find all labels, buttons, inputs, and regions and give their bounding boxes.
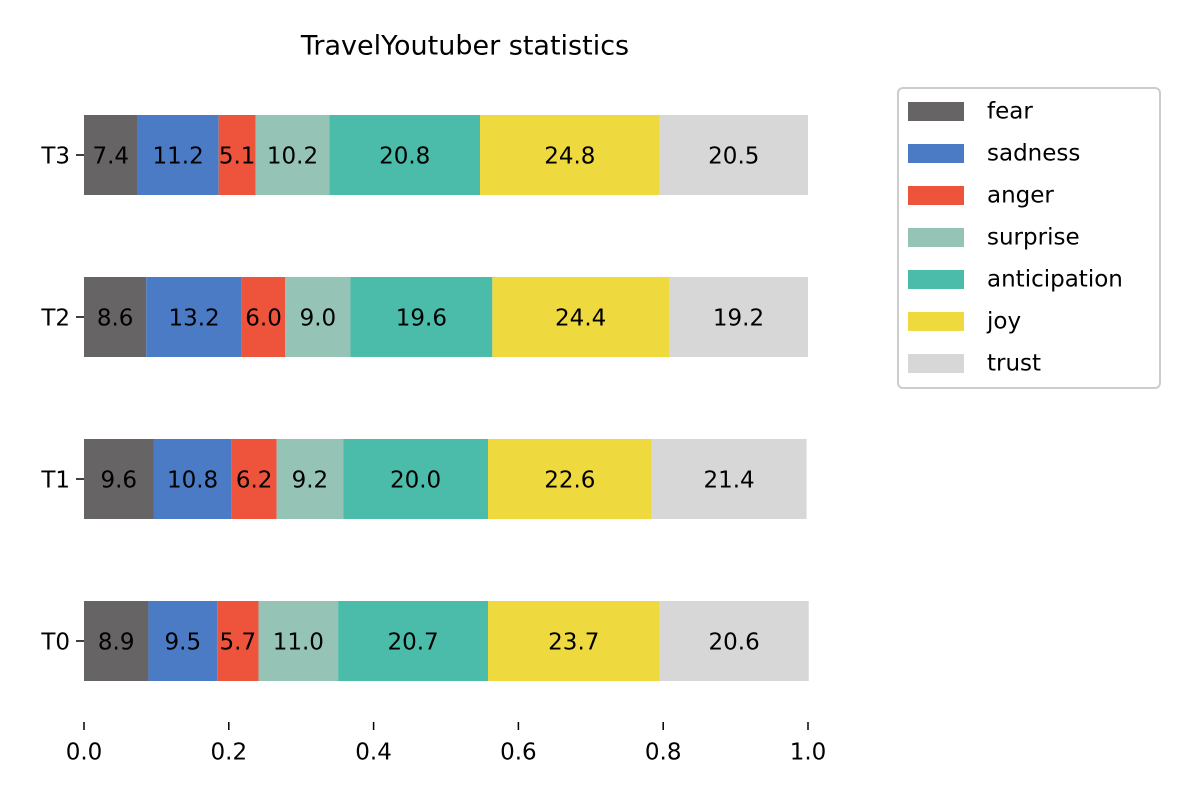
legend-label: fear	[987, 99, 1033, 125]
bar-segment	[146, 277, 242, 357]
bar-segment	[84, 277, 147, 357]
value-label: 20.7	[387, 630, 438, 656]
bar-segment	[659, 115, 808, 195]
bar-segment	[84, 115, 138, 195]
bar-segment	[231, 439, 277, 519]
x-tick-label: 0.6	[500, 740, 537, 766]
legend-label: joy	[986, 309, 1021, 335]
y-tick-label: T3	[40, 144, 70, 170]
value-label: 19.6	[396, 306, 447, 332]
bar-segment	[148, 601, 218, 681]
bar-segment	[255, 115, 330, 195]
bar-segment	[651, 439, 807, 519]
legend-swatch	[908, 144, 964, 163]
bar-segment	[258, 601, 339, 681]
value-label: 19.2	[713, 306, 764, 332]
value-label: 13.2	[168, 306, 219, 332]
legend-label: anger	[987, 183, 1054, 209]
bar-segment	[84, 601, 149, 681]
bar-segment	[668, 277, 808, 357]
legend-swatch	[908, 228, 964, 247]
x-tick-label: 0.4	[355, 740, 392, 766]
legend-label: trust	[987, 351, 1041, 377]
bar-segment	[137, 115, 219, 195]
value-label: 8.6	[97, 306, 134, 332]
value-label: 24.8	[544, 144, 595, 170]
legend-swatch	[908, 354, 964, 373]
legend-label: surprise	[987, 225, 1080, 251]
bar-segment	[659, 601, 809, 681]
bar-segment	[217, 601, 259, 681]
legend-label: sadness	[987, 141, 1080, 167]
bar-segment	[84, 439, 154, 519]
legend-swatch	[908, 102, 964, 121]
y-tick-label: T2	[40, 306, 70, 332]
bar-segment	[343, 439, 488, 519]
value-label: 20.8	[379, 144, 430, 170]
x-tick-label: 1.0	[790, 740, 827, 766]
legend-swatch	[908, 312, 964, 331]
value-label: 9.6	[100, 468, 137, 494]
bar-segment	[276, 439, 344, 519]
x-tick-label: 0.8	[645, 740, 682, 766]
bar-segment	[285, 277, 351, 357]
value-label: 9.5	[165, 630, 202, 656]
bar-segment	[487, 601, 660, 681]
value-label: 10.2	[267, 144, 318, 170]
value-label: 5.1	[219, 144, 256, 170]
bar-segment	[338, 601, 488, 681]
value-label: 22.6	[544, 468, 595, 494]
value-label: 11.0	[273, 630, 324, 656]
chart-title: TravelYoutuber statistics	[300, 31, 629, 62]
value-label: 6.2	[236, 468, 273, 494]
value-label: 20.6	[709, 630, 760, 656]
x-tick-label: 0.0	[66, 740, 103, 766]
value-label: 9.0	[300, 306, 337, 332]
bar-segment	[492, 277, 669, 357]
value-label: 7.4	[92, 144, 129, 170]
value-label: 11.2	[153, 144, 204, 170]
bar-segment	[480, 115, 660, 195]
x-tick-label: 0.2	[211, 740, 248, 766]
value-label: 20.5	[708, 144, 759, 170]
value-label: 21.4	[703, 468, 754, 494]
legend-swatch	[908, 186, 964, 205]
bar-segment	[241, 277, 286, 357]
legend-swatch	[908, 270, 964, 289]
bar-segment	[153, 439, 232, 519]
y-tick-label: T1	[40, 468, 70, 494]
value-label: 23.7	[548, 630, 599, 656]
bar-segment	[350, 277, 493, 357]
legend-label: anticipation	[987, 267, 1123, 293]
y-tick-label: T0	[40, 630, 70, 656]
bar-segment	[218, 115, 256, 195]
value-label: 24.4	[555, 306, 606, 332]
value-label: 9.2	[292, 468, 329, 494]
bar-segment	[487, 439, 652, 519]
value-label: 10.8	[167, 468, 218, 494]
value-label: 8.9	[98, 630, 135, 656]
bar-segment	[329, 115, 481, 195]
value-label: 5.7	[220, 630, 257, 656]
value-label: 20.0	[390, 468, 441, 494]
value-label: 6.0	[245, 306, 282, 332]
